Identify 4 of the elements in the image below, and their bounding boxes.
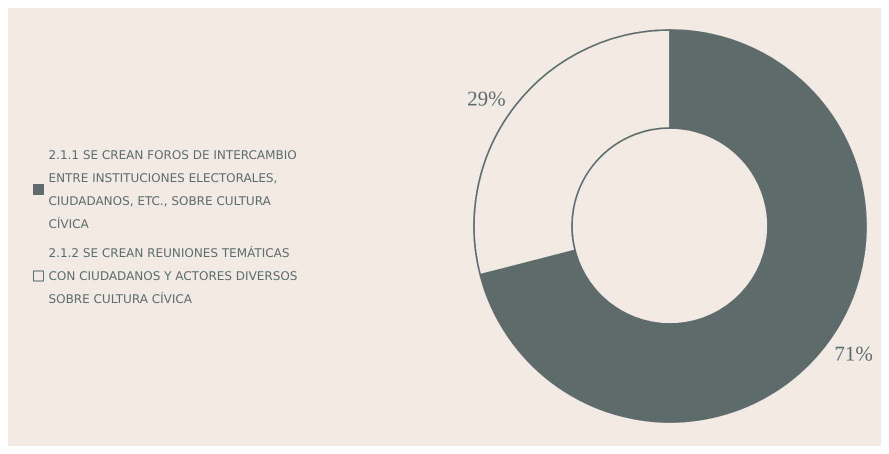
data-label: 29% <box>467 86 506 111</box>
legend-label: 2.1.2 SE CREAN REUNIONES TEMÁTICAS CON CIUDADANOS Y ACTORES DIVERSOS SOBRE CULTURA CÍVICA <box>48 245 302 306</box>
legend-label: 2.1.1 SE CREAN FOROS DE INTERCAMBIO ENTRE INSTITUCIONES ELECTORALES, CIUDADANOS, ETC., SOBRE CULTURA CÍVICA <box>48 148 300 231</box>
data-label: 71% <box>834 341 873 366</box>
